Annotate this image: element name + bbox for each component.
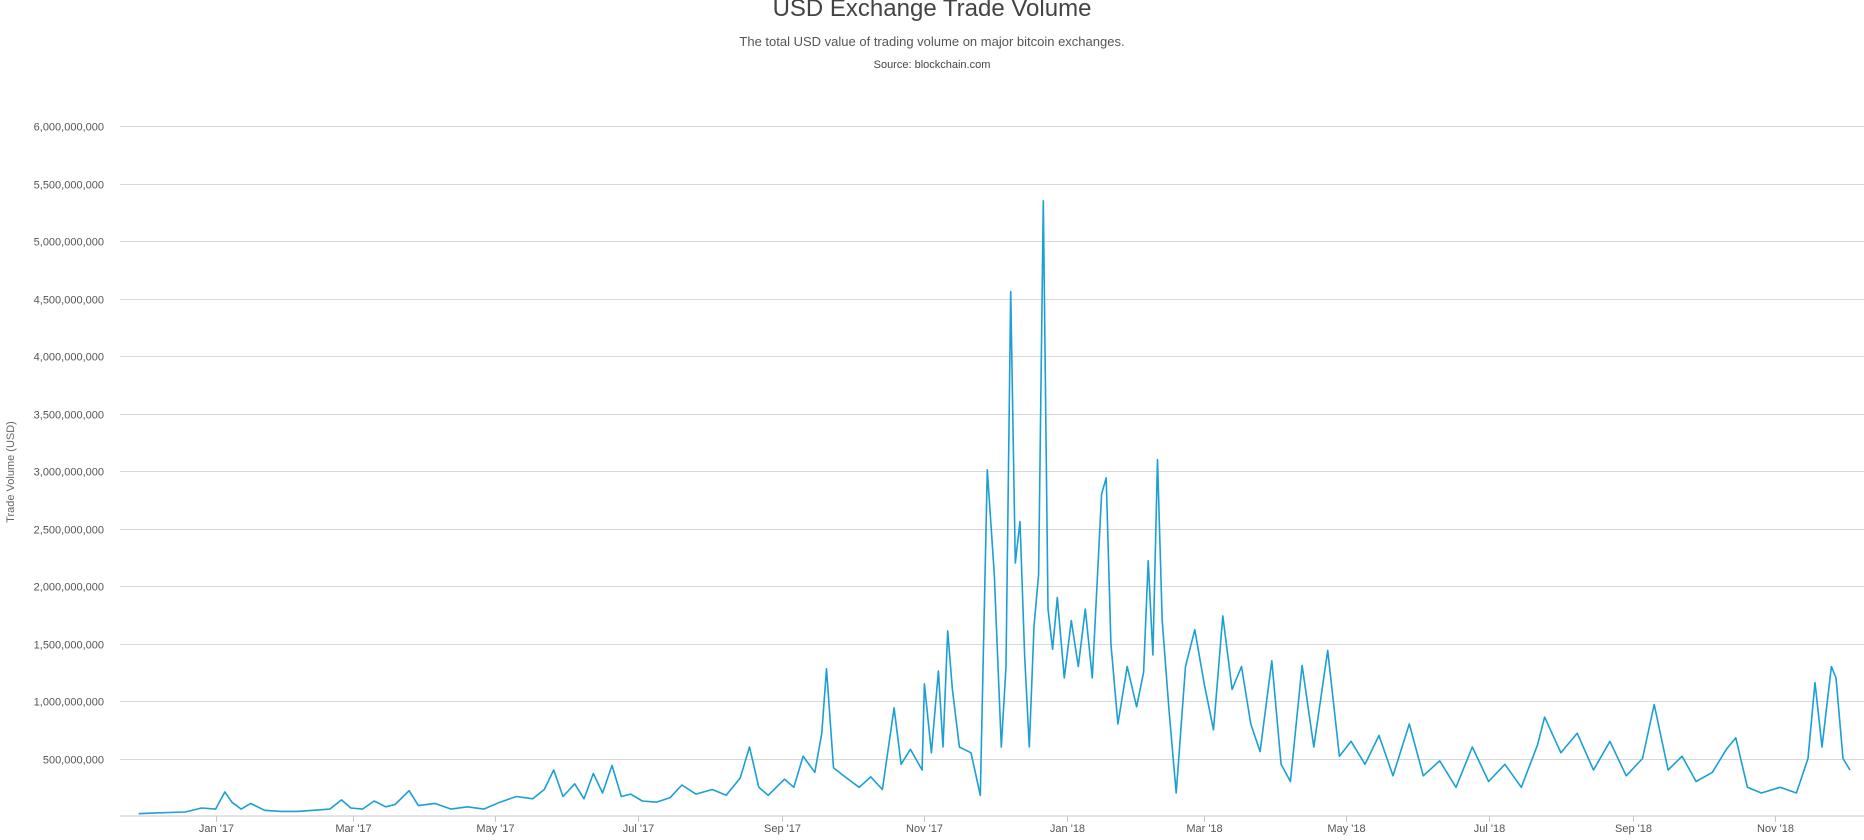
y-tick-label: 4,000,000,000 bbox=[34, 352, 104, 364]
x-tick-label: Jan '18 bbox=[1050, 823, 1085, 835]
y-tick-label: 5,000,000,000 bbox=[34, 237, 104, 249]
x-tick-label: Jul '18 bbox=[1474, 823, 1505, 835]
y-tick-label: 2,000,000,000 bbox=[34, 582, 104, 594]
chart-source: Source: blockchain.com bbox=[873, 59, 991, 71]
y-axis-ticks: 500,000,000 1,000,000,000 1,500,000,000 2,0… bbox=[34, 122, 104, 767]
x-tick-label: Sep '18 bbox=[1615, 823, 1652, 835]
chart-title: USD Exchange Trade Volume bbox=[772, 0, 1092, 22]
x-tick-label: Nov '18 bbox=[1757, 823, 1794, 835]
y-tick-label: 500,000,000 bbox=[43, 755, 104, 767]
y-tick-label: 6,000,000,000 bbox=[34, 122, 104, 134]
y-axis-label: Trade Volume (USD) bbox=[5, 421, 17, 523]
y-tick-label: 1,500,000,000 bbox=[34, 640, 104, 652]
y-tick-label: 3,000,000,000 bbox=[34, 467, 104, 479]
y-tick-label: 4,500,000,000 bbox=[34, 295, 104, 307]
x-tick-label: Mar '18 bbox=[1186, 823, 1222, 835]
y-tick-label: 5,500,000,000 bbox=[34, 180, 104, 192]
y-tick-label: 3,500,000,000 bbox=[34, 410, 104, 422]
x-tick-label: Sep '17 bbox=[764, 823, 801, 835]
x-tick-label: Jan '17 bbox=[199, 823, 234, 835]
series-layer bbox=[138, 200, 1851, 815]
series-line bbox=[138, 200, 1851, 815]
y-tick-label: 1,000,000,000 bbox=[34, 697, 104, 709]
chart-subtitle: The total USD value of trading volume on… bbox=[739, 34, 1125, 49]
x-tick-label: Nov '17 bbox=[906, 823, 943, 835]
x-tick-label: May '17 bbox=[476, 823, 514, 835]
x-tick-label: Jul '17 bbox=[623, 823, 654, 835]
x-tick-label: May '18 bbox=[1327, 823, 1365, 835]
x-axis-ticks: Jan '17 Mar '17 May '17 Jul '17 Sep '17 Nov '… bbox=[199, 816, 1794, 835]
grid-layer bbox=[120, 126, 1864, 817]
y-tick-label: 2,500,000,000 bbox=[34, 525, 104, 537]
x-tick-label: Mar '17 bbox=[335, 823, 371, 835]
